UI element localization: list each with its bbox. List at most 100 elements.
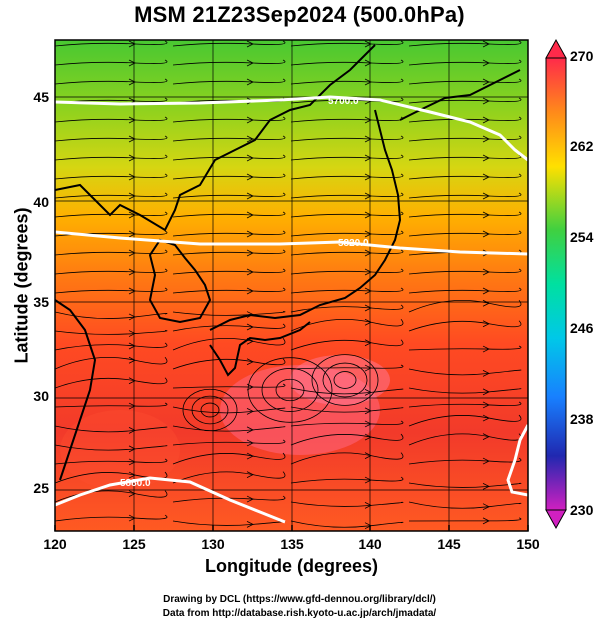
streamline-arrow: [128, 287, 136, 295]
streamline-arrow: [482, 457, 490, 465]
streamline-arrow: [128, 173, 136, 181]
streamline-arrow: [246, 323, 254, 331]
streamline-arrow: [364, 407, 372, 415]
x-tick-label: 135: [280, 536, 304, 552]
streamline-arrow: [128, 402, 136, 410]
vortex-streamline: [333, 371, 357, 389]
streamline-arrow: [482, 97, 490, 105]
streamline-arrow: [364, 230, 372, 238]
streamline-arrow: [128, 135, 136, 143]
streamline-arrow: [364, 522, 372, 530]
streamline-arrow: [246, 116, 254, 124]
streamline-arrow: [246, 78, 254, 86]
streamline-arrow: [364, 339, 372, 347]
streamline-arrow: [128, 154, 136, 162]
streamline-arrow: [364, 249, 372, 257]
y-tick-label: 35: [33, 294, 49, 310]
vortex-streamline: [322, 362, 368, 398]
streamline-arrow: [364, 304, 372, 312]
streamline-arrow: [364, 287, 372, 295]
vortex-streamline: [311, 354, 379, 406]
streamline-arrow: [246, 495, 254, 503]
streamline-arrow: [364, 173, 372, 181]
streamline-arrow: [482, 78, 490, 86]
streamline-arrow: [128, 330, 136, 337]
streamline-arrow: [128, 458, 136, 466]
streamline-arrow: [128, 471, 136, 479]
streamline-arrow: [482, 192, 490, 200]
wind-streamlines: [55, 40, 522, 530]
x-tick-marks: [54, 525, 529, 531]
streamline-arrow: [482, 517, 490, 525]
streamline-arrow: [128, 514, 136, 522]
vortex-streamline: [275, 378, 305, 402]
height-contours: [55, 95, 528, 524]
streamline-arrow: [482, 503, 490, 511]
vortex-streamline: [261, 368, 319, 412]
streamline-arrow: [364, 318, 372, 326]
colorbar-tick-label: 254: [570, 229, 594, 245]
credit-data: Data from http://database.rish.kyoto-u.a…: [162, 608, 437, 619]
streamline-arrow: [246, 59, 254, 67]
vortex-streamline: [247, 357, 333, 423]
y-axis-label: Latitude (degrees): [11, 207, 32, 364]
streamline-arrow: [482, 299, 490, 307]
gridlines: [55, 40, 528, 531]
streamline-arrow: [364, 452, 372, 460]
map-title: MSM 21Z23Sep2024 (500.0hPa): [134, 2, 465, 27]
streamline-arrow: [364, 192, 372, 200]
streamline-arrow: [128, 78, 136, 86]
streamline-arrow: [364, 135, 372, 143]
streamline-arrow: [128, 445, 136, 453]
y-tick-label: 45: [33, 89, 49, 105]
y-tick-label: 25: [33, 480, 49, 496]
streamline-arrow: [246, 408, 254, 415]
streamline-arrow: [364, 59, 372, 67]
vortex-streamline: [191, 395, 229, 425]
streamline-arrow: [482, 345, 490, 353]
x-tick-label: 120: [43, 536, 67, 552]
contour-5880-east: [506, 424, 528, 497]
streamline-arrow: [482, 287, 490, 295]
streamline-arrow: [364, 116, 372, 124]
streamline-arrow: [246, 358, 254, 366]
x-axis-label: Longitude (degrees): [204, 556, 378, 576]
streamline-arrow: [364, 364, 372, 372]
streamline-arrow: [246, 173, 254, 181]
streamline-arrow: [482, 482, 490, 490]
colorbar-tick-label: 262: [570, 138, 594, 154]
streamline-arrow: [128, 490, 136, 498]
streamline-arrow: [364, 501, 372, 509]
streamline-arrow: [364, 420, 372, 428]
streamline-arrow: [246, 383, 254, 391]
colorbar-tick-label: 238: [570, 411, 594, 427]
streamline-arrow: [482, 116, 490, 124]
streamline-arrow: [246, 471, 254, 479]
streamline-arrow: [128, 356, 136, 364]
streamline-arrow: [246, 192, 254, 200]
streamline-arrow: [128, 192, 136, 200]
streamline-arrow: [482, 135, 490, 143]
streamline-arrow: [128, 313, 136, 321]
streamline-arrow: [482, 268, 490, 276]
y-tick-label: 30: [33, 388, 49, 404]
contour-labels: 5700.0 5820.0 5880.0: [120, 96, 369, 489]
x-tick-label: 140: [358, 536, 382, 552]
x-tick-label: 150: [516, 536, 540, 552]
streamline-arrow: [364, 40, 372, 48]
streamline-arrow: [246, 287, 254, 295]
streamline-arrow: [246, 154, 254, 162]
streamline-arrow: [246, 211, 254, 219]
streamline-arrow: [128, 59, 136, 67]
streamline-arrow: [364, 433, 372, 441]
streamline-arrow: [128, 40, 136, 48]
contour-5700: [55, 95, 528, 162]
colorbar-tick-label: 246: [570, 320, 594, 336]
streamline-arrow: [246, 439, 254, 447]
x-tick-label: 130: [201, 536, 225, 552]
streamline-arrow: [246, 268, 254, 276]
streamline-arrow: [128, 377, 136, 385]
streamline-arrow: [246, 40, 254, 48]
coastlines: [55, 44, 521, 481]
